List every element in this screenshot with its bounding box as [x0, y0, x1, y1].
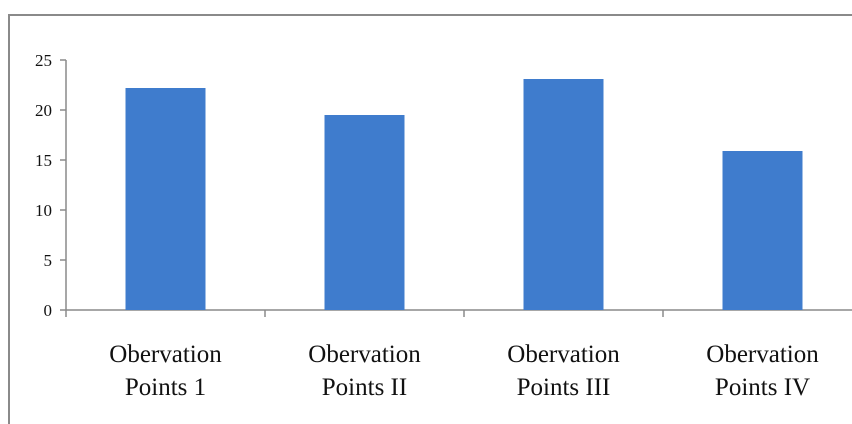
y-tick-label: 20	[35, 101, 52, 120]
bar-chart: 0 5 10 15 20 25 Obervation Points 1 Obervation P…	[35, 51, 852, 401]
bar	[125, 88, 206, 310]
x-category-label: Points IV	[715, 374, 810, 401]
x-axis	[65, 309, 852, 317]
bar	[324, 115, 405, 310]
bar	[722, 151, 803, 310]
x-category-label: Points 1	[125, 374, 206, 401]
y-tick-label: 5	[44, 251, 53, 270]
y-tick-label: 25	[35, 51, 52, 70]
x-category-label: Obervation	[507, 341, 620, 368]
chart-frame	[8, 14, 852, 424]
y-axis: 0 5 10 15 20 25	[35, 51, 67, 320]
category-labels: Obervation Points 1 Obervation Points II Obe…	[109, 341, 819, 401]
x-category-label: Points III	[517, 374, 611, 401]
bar	[523, 79, 604, 310]
bars	[125, 79, 803, 310]
y-tick-label: 15	[35, 151, 52, 170]
y-tick-label: 0	[44, 301, 53, 320]
y-tick-label: 10	[35, 201, 52, 220]
x-category-label: Obervation	[706, 341, 819, 368]
x-category-label: Obervation	[308, 341, 421, 368]
x-category-label: Obervation	[109, 341, 222, 368]
x-category-label: Points II	[322, 374, 407, 401]
